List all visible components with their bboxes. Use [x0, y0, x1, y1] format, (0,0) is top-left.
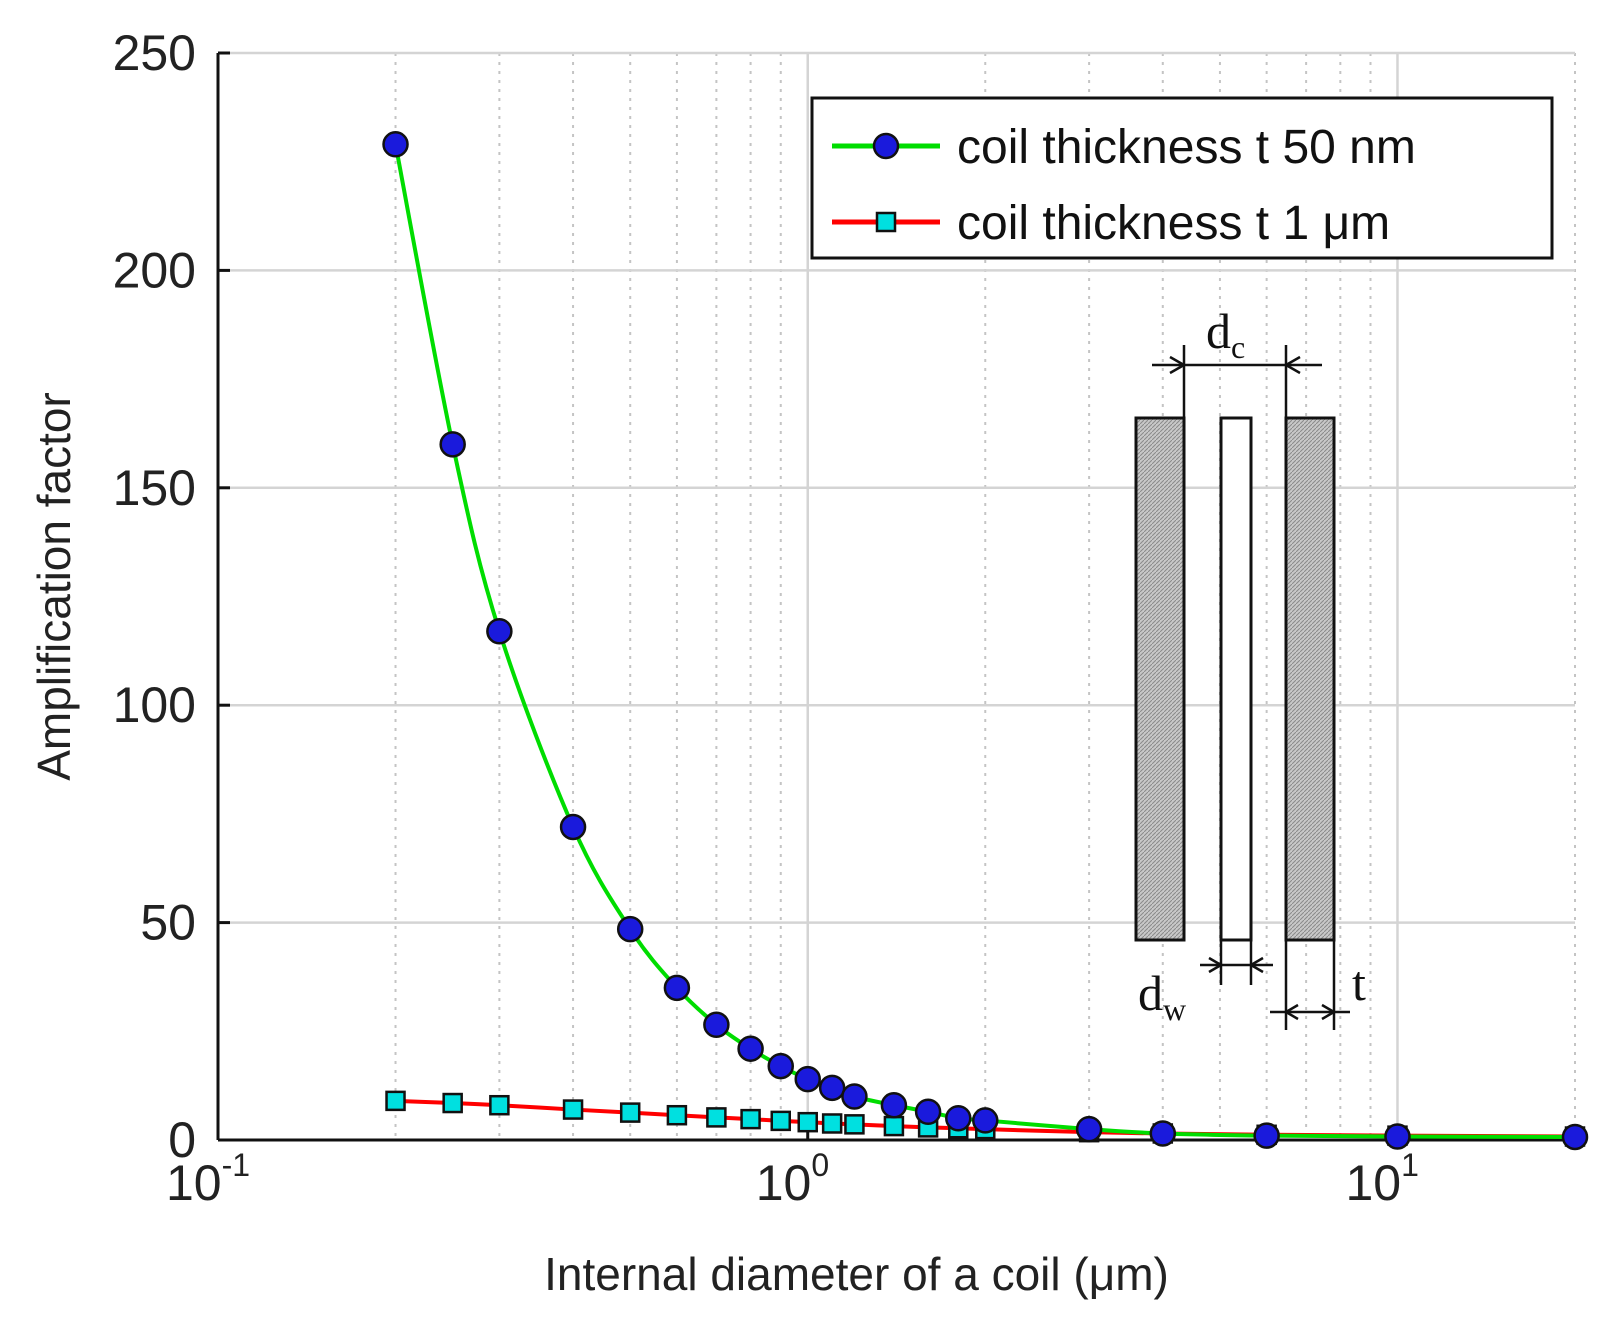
legend-label: coil thickness t 50 nm [957, 121, 1416, 174]
legend: coil thickness t 50 nm coil thickness t 1… [810, 96, 1554, 260]
series-1-point [767, 1052, 795, 1080]
legend-swatch-marker [872, 132, 900, 160]
dc-arrow-left [1169, 355, 1185, 375]
series-1-point [972, 1107, 999, 1134]
series-2-point [442, 1092, 463, 1114]
y-axis-label: Amplification factor [28, 392, 80, 781]
dw-arrow-left [1208, 956, 1222, 974]
series-2-point [770, 1110, 792, 1132]
series [382, 131, 1589, 1151]
legend-label: coil thickness t 1 μm [957, 197, 1390, 250]
series-2-point [797, 1111, 818, 1133]
series-1-point [880, 1091, 908, 1119]
y-tick-label: 200 [113, 242, 196, 298]
series-1-point [914, 1098, 942, 1125]
dw-label: dw [1138, 965, 1186, 1027]
y-tick-label: 250 [113, 25, 196, 81]
coil-wall-left [1134, 416, 1186, 942]
dc-arrow-right [1285, 355, 1301, 375]
t-arrow-right [1321, 1003, 1335, 1021]
series-1-point [1561, 1123, 1589, 1151]
series-2-point [666, 1104, 688, 1126]
legend-swatch-marker [875, 211, 897, 233]
legend-box [810, 96, 1554, 260]
series-1-point [486, 618, 513, 645]
series-2-point [489, 1094, 510, 1116]
series-2-point [821, 1113, 843, 1134]
series-1-point [1253, 1122, 1280, 1149]
x-tick-label: 10-1 [166, 1147, 250, 1211]
coil-wall-right [1284, 416, 1336, 942]
y-tick-label: 0 [168, 1112, 196, 1168]
series-2-point [844, 1114, 865, 1135]
series-1-point [945, 1105, 972, 1132]
series-1-point [1149, 1120, 1177, 1147]
y-tick-label: 150 [113, 460, 196, 516]
series-1-point [818, 1074, 846, 1102]
series-2-point [562, 1099, 584, 1120]
dc-label: dc [1206, 303, 1245, 365]
y-tick-label: 100 [113, 677, 196, 733]
t-label: t [1352, 955, 1366, 1011]
series-1-point [841, 1083, 868, 1110]
series-1-point [1384, 1123, 1411, 1150]
series-1-point [439, 431, 466, 458]
series-1-point [703, 1011, 730, 1039]
x-tick-label: 101 [1345, 1147, 1418, 1211]
series-2-point [740, 1108, 761, 1130]
series-1-point [663, 974, 691, 1002]
series-1-point [559, 813, 587, 841]
series-2-point [706, 1107, 727, 1128]
series-1-point [1075, 1115, 1103, 1143]
series-1-point [382, 131, 409, 158]
series-1-point [794, 1065, 821, 1093]
y-tick-label: 50 [140, 895, 196, 951]
x-tick-label: 100 [756, 1147, 829, 1211]
x-axis-label: Internal diameter of a coil (μm) [544, 1248, 1169, 1300]
axes: 0 50 100 150 200 250 10-1 100 101 Internal diamet… [28, 25, 1575, 1300]
series-1-point [616, 915, 644, 943]
t-arrow-left [1285, 1003, 1299, 1021]
wire-core [1219, 416, 1253, 942]
series-1-point [737, 1035, 764, 1062]
series-2-point [883, 1115, 905, 1137]
coil-cross-section-diagram: dc dw t [1134, 303, 1366, 1030]
series-2-point [385, 1090, 406, 1112]
dw-arrow-right [1250, 956, 1264, 974]
series-2-point [619, 1102, 641, 1123]
